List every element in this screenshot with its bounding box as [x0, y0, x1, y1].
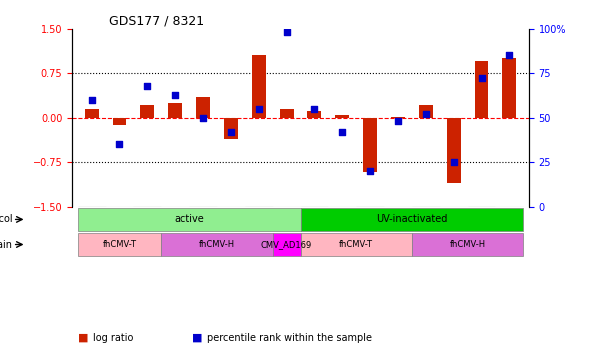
Bar	[112, 118, 126, 125]
Text: percentile rank within the sample: percentile rank within the sample	[207, 333, 373, 343]
Text: CMV_AD169: CMV_AD169	[261, 240, 312, 249]
Bar	[252, 55, 266, 118]
Point	[115, 142, 124, 147]
Bar	[363, 118, 377, 172]
FancyBboxPatch shape	[300, 233, 412, 256]
Text: strain: strain	[0, 240, 13, 250]
FancyBboxPatch shape	[78, 208, 300, 231]
Bar	[475, 61, 489, 118]
FancyBboxPatch shape	[273, 233, 300, 256]
Bar	[335, 115, 349, 118]
Point	[365, 169, 375, 174]
Point	[310, 106, 319, 112]
Text: GDS177 / 8321: GDS177 / 8321	[109, 14, 204, 27]
Point	[254, 106, 263, 112]
Bar	[502, 58, 516, 118]
FancyBboxPatch shape	[161, 233, 273, 256]
Bar	[196, 97, 210, 118]
Bar	[224, 118, 238, 139]
FancyBboxPatch shape	[412, 233, 523, 256]
Bar	[168, 103, 182, 118]
FancyBboxPatch shape	[78, 233, 161, 256]
Text: log ratio: log ratio	[93, 333, 133, 343]
Text: protocol: protocol	[0, 215, 13, 225]
Bar	[279, 109, 293, 118]
Point	[226, 129, 236, 135]
Bar	[447, 118, 460, 183]
Bar	[308, 111, 322, 118]
Text: fhCMV-T: fhCMV-T	[339, 240, 373, 249]
Point	[449, 160, 459, 165]
Point	[170, 92, 180, 97]
Text: fhCMV-T: fhCMV-T	[102, 240, 136, 249]
Point	[338, 129, 347, 135]
Text: fhCMV-H: fhCMV-H	[199, 240, 235, 249]
Text: fhCMV-H: fhCMV-H	[450, 240, 486, 249]
Bar	[85, 109, 99, 118]
Bar	[141, 105, 154, 118]
Bar	[391, 116, 405, 118]
Bar	[419, 105, 433, 118]
Text: ■: ■	[192, 333, 203, 343]
Text: UV-inactivated: UV-inactivated	[376, 215, 448, 225]
Point	[505, 52, 514, 58]
Text: active: active	[174, 215, 204, 225]
Point	[87, 97, 96, 103]
Point	[142, 83, 152, 89]
Point	[477, 76, 486, 81]
Point	[198, 115, 208, 121]
Point	[421, 111, 431, 117]
FancyBboxPatch shape	[300, 208, 523, 231]
Point	[282, 29, 291, 35]
Point	[393, 119, 403, 124]
Text: ■: ■	[78, 333, 88, 343]
